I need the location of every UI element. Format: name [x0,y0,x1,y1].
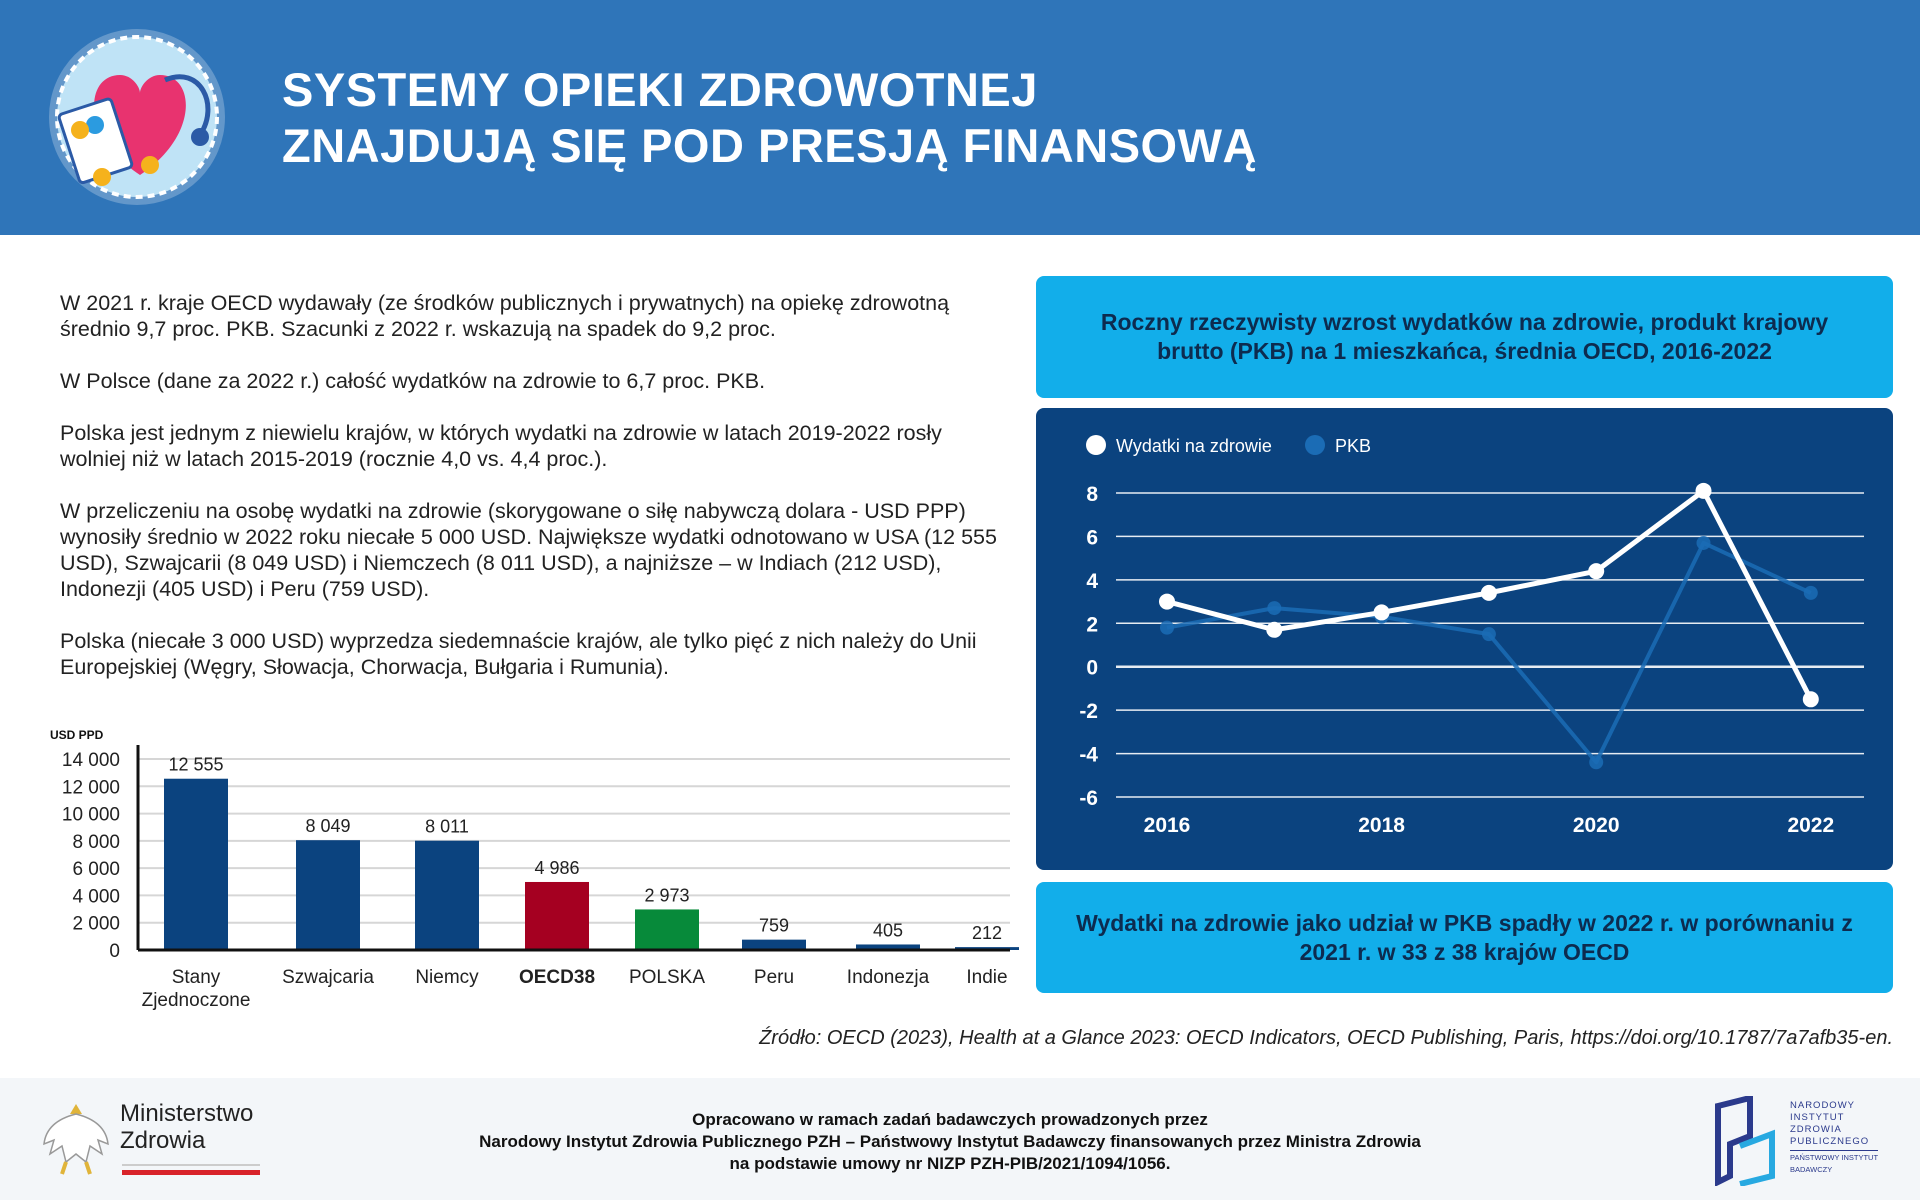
bar-value-label: 12 555 [168,755,223,775]
data-point-health [1588,563,1605,580]
paragraph: W przeliczeniu na osobę wydatki na zdrow… [60,499,997,601]
y-axis-label: USD PPD [50,728,104,742]
key-finding-box: Wydatki na zdrowie jako udział w PKB spa… [1036,882,1893,993]
data-point-pkb [1589,755,1604,770]
x-tick-label: 2020 [1573,814,1620,837]
spending-bar-chart: USD PPD 0 2 000 4 000 6 000 8 000 10 000 12 000… [50,728,1019,1011]
growth-line-chart: -6 -4 -2 0 2 4 6 8 2016 2018 2020 2022 Wydatki na zd… [1079,435,1864,837]
footer-line: na podstawie umowy nr NIZP PZH-PIB/2021/… [729,1154,1171,1173]
bar-niemcy [415,840,479,950]
bar-szwajcaria [296,840,360,950]
bar-oecd38 [525,881,589,950]
series-line-pkb [1166,540,1812,765]
y-tick-label: 4 000 [72,886,120,907]
x-category-label: Stany [172,967,221,988]
y-tick-label: 2 [1086,613,1098,636]
paragraph: Polska jest jednym z niewielu krajów, w … [60,421,942,471]
footer-line: Narodowy Instytut Zdrowia Publicznego PZ… [479,1132,1421,1151]
y-tick-label: 8 [1086,483,1098,506]
data-point-pkb [1267,601,1282,616]
x-category-label: POLSKA [629,967,705,988]
data-point-pkb [1803,585,1818,600]
y-tick-label: 2 000 [72,914,120,935]
bar-value-label: 8 049 [305,816,350,836]
data-point-health [1695,482,1712,499]
x-category-label: Zjednoczone [142,990,251,1011]
footer-line: Opracowano w ramach zadań badawczych pro… [692,1110,1208,1129]
bar-polska [635,909,699,950]
y-tick-label: 4 [1086,570,1098,593]
legend-label-health: Wydatki na zdrowie [1116,436,1272,456]
x-tick-label: 2022 [1787,814,1834,837]
bar-value-label: 759 [759,916,789,936]
header-banner: SYSTEMY OPIEKI ZDROWOTNEJ ZNAJDUJĄ SIĘ P… [0,0,1920,235]
y-tick-label: -2 [1079,700,1098,723]
data-point-pkb [1481,627,1496,642]
x-tick-label: 2016 [1144,814,1191,837]
y-tick-label: 6 [1086,526,1098,549]
footer: Ministerstwo Zdrowia Opracowano w ramach … [0,1078,1920,1200]
ministry-logo: Ministerstwo Zdrowia [40,1096,270,1186]
data-point-health [1373,604,1390,621]
data-point-health [1266,621,1283,638]
bar-stany [164,778,228,950]
bar-value-label: 2 973 [644,885,689,905]
growth-line-chart-panel: -6 -4 -2 0 2 4 6 8 2016 2018 2020 2022 Wydatki na zd… [1036,408,1893,870]
page-title: SYSTEMY OPIEKI ZDROWOTNEJ ZNAJDUJĄ SIĘ P… [282,62,1257,174]
legend-marker-pkb [1305,435,1325,455]
y-tick-label: 14 000 [62,750,120,771]
ministry-line-2: Zdrowia [120,1127,206,1154]
x-tick-label: 2018 [1358,814,1405,837]
data-point-health [1802,691,1819,708]
pzh-logo: NARODOWY INSTYTUT ZDROWIA PUBLICZNEGO PAŃSTW… [1710,1094,1900,1191]
x-category-label: OECD38 [519,967,595,988]
data-point-pkb [1696,535,1711,550]
x-category-label: Indie [966,967,1007,988]
data-point-health [1480,584,1497,601]
y-tick-label: -6 [1079,787,1098,810]
flag-bar [122,1164,260,1175]
ministry-name: Ministerstwo Zdrowia [120,1100,253,1154]
data-point-health [1159,593,1175,610]
x-category-label: Niemcy [415,967,479,988]
data-point-pkb [1160,620,1174,635]
title-line-2: ZNAJDUJĄ SIĘ POD PRESJĄ FINANSOWĄ [282,119,1257,172]
paragraph: W 2021 r. kraje OECD wydawały (ze środkó… [60,291,950,341]
y-tick-label: 0 [109,941,120,962]
paragraph: Polska (niecałe 3 000 USD) wyprzedza sie… [60,629,977,679]
pzh-mark-icon [1715,1094,1775,1187]
y-tick-label: -4 [1079,744,1098,767]
paragraph: W Polsce (dane za 2022 r.) całość wydatk… [60,369,766,393]
x-category-label: Indonezja [847,967,930,988]
line-chart-title-box: Roczny rzeczywisty wzrost wydatków na zd… [1036,276,1893,398]
title-line-1: SYSTEMY OPIEKI ZDROWOTNEJ [282,63,1038,116]
health-finance-emblem-icon [49,29,225,205]
bar-indonezja [856,944,920,950]
source-note: Źródło: OECD (2023), Health at a Glance … [759,1027,1893,1049]
y-tick-label: 6 000 [72,859,120,880]
eagle-emblem-icon [43,1104,109,1175]
x-category-label: Szwajcaria [282,967,374,988]
pzh-name: NARODOWY INSTYTUT ZDROWIA PUBLICZNEGO PAŃSTW… [1790,1100,1879,1174]
bar-value-label: 8 011 [425,817,469,837]
bar-value-label: 212 [972,923,1002,943]
ministry-line-1: Ministerstwo [120,1100,254,1127]
bar-value-label: 4 986 [534,858,579,878]
bar-value-label: 405 [873,920,903,940]
legend-label-pkb: PKB [1335,436,1371,456]
legend-marker-health [1086,435,1106,455]
intro-text: W 2021 r. kraje OECD wydawały (ze środkó… [60,290,1010,706]
y-tick-label: 12 000 [62,777,120,798]
x-category-label: Peru [754,967,794,988]
footer-credit: Opracowano w ramach zadań badawczych pro… [380,1109,1520,1175]
y-tick-label: 10 000 [62,805,120,826]
y-tick-label: 0 [1086,657,1098,680]
y-tick-label: 8 000 [72,832,120,853]
bar-peru [742,939,806,950]
